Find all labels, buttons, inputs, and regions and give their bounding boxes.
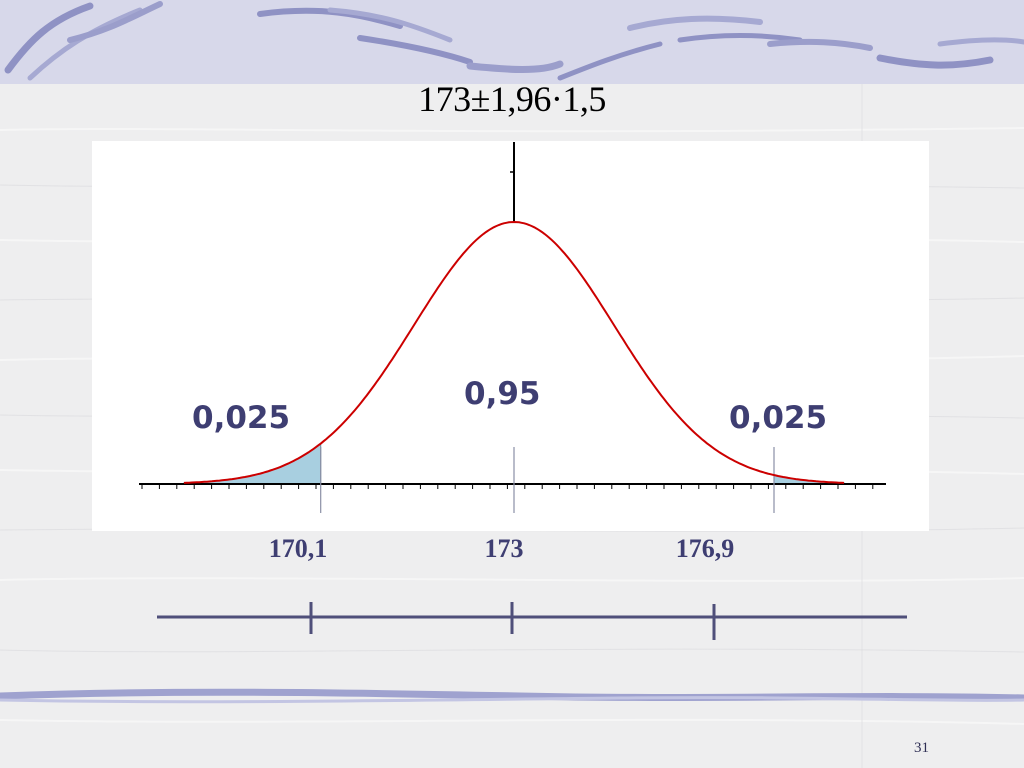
- center-probability: 0,95: [464, 376, 541, 412]
- x-label-mean: 173: [484, 534, 524, 563]
- left-tail-area: [183, 442, 322, 485]
- x-label-lower-bound: 170,1: [268, 534, 328, 563]
- page-number: 31: [914, 740, 929, 756]
- top-banner: [0, 0, 1024, 84]
- normal-distribution-chart: [139, 142, 886, 513]
- formula-title: 173±1,96·1,5: [418, 79, 606, 119]
- normal-curve: [183, 220, 845, 484]
- left-tail-probability: 0,025: [192, 400, 291, 436]
- bottom-swoosh: [0, 688, 1024, 704]
- x-label-upper-bound: 176,9: [675, 534, 735, 563]
- interval-number-line: [157, 602, 907, 640]
- right-tail-probability: 0,025: [729, 400, 828, 436]
- chart-panel: [92, 141, 929, 531]
